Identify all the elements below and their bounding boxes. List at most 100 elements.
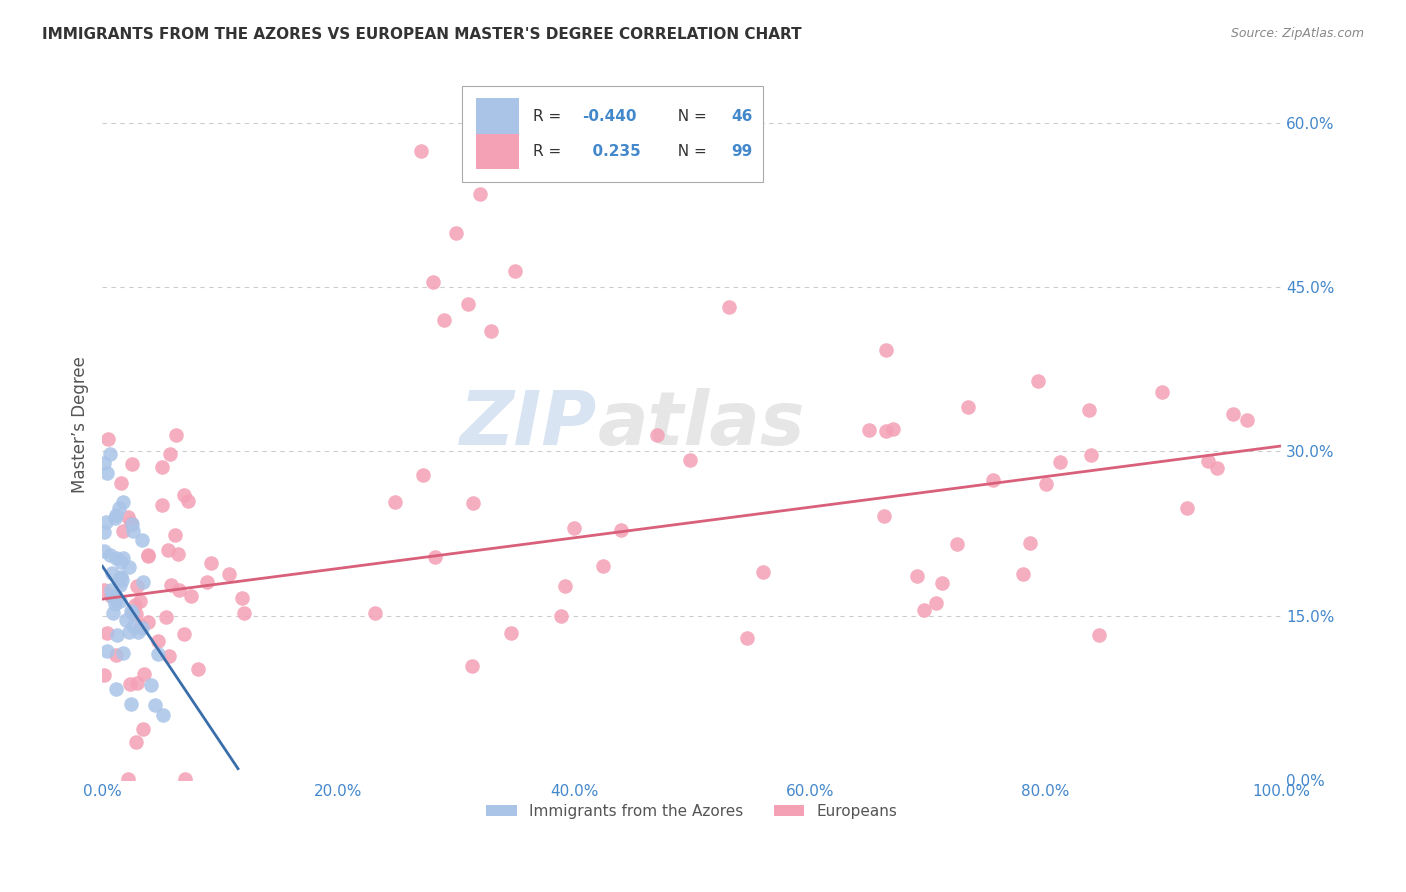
Point [100,583,122,598]
Point [110,475,132,490]
Point [1012,566,1035,581]
Point [195,574,218,589]
Point [155,610,177,624]
Point [118,624,141,639]
Point [173,627,195,641]
Point [873,508,896,523]
Point [645,428,668,442]
Point [1035,477,1057,491]
Point [156,542,179,557]
Point [1078,403,1101,417]
Point [409,144,432,158]
Point [931,575,953,590]
Point [1088,628,1111,642]
Point [108,500,131,515]
Point [115,613,138,627]
Point [1018,536,1040,550]
Point [129,619,152,633]
Text: N =: N = [668,145,711,159]
Point [177,494,200,508]
FancyBboxPatch shape [477,134,519,169]
Point [717,300,740,314]
Point [1236,413,1258,427]
Point [127,579,149,593]
Point [93,582,115,597]
Text: ZIP: ZIP [460,387,598,460]
Point [118,677,141,691]
Text: R =: R = [533,145,565,159]
Point [912,603,935,617]
Point [105,551,128,566]
Point [501,625,523,640]
Point [412,468,434,483]
Point [128,593,150,607]
Point [152,498,174,512]
Point [173,488,195,502]
Point [121,697,143,711]
Point [461,658,484,673]
Point [104,597,127,611]
Point [550,609,572,624]
Point [120,604,142,618]
Point [111,573,134,587]
Point [457,296,479,310]
Point [1175,500,1198,515]
Point [905,569,928,583]
Point [1222,407,1244,421]
Point [945,537,967,551]
FancyBboxPatch shape [477,98,519,134]
Point [93,668,115,682]
Point [108,578,131,592]
Point [93,456,115,470]
Point [93,543,115,558]
Point [101,607,124,621]
Point [173,772,195,786]
Point [159,446,181,460]
Point [1049,455,1071,469]
Point [121,606,143,620]
Point [121,457,143,471]
Point [108,594,131,608]
Point [481,324,503,338]
Point [146,633,169,648]
Point [96,644,118,658]
Point [160,578,183,592]
Point [957,401,980,415]
Point [232,606,254,620]
Point [136,549,159,563]
Point [167,583,190,598]
Point [218,567,240,582]
Text: Source: ZipAtlas.com: Source: ZipAtlas.com [1230,27,1364,40]
Point [363,606,385,620]
Point [180,589,202,603]
Point [125,676,148,690]
Point [1080,448,1102,462]
Point [981,474,1004,488]
Point [96,467,118,481]
Point [111,550,134,565]
FancyBboxPatch shape [463,87,762,182]
Point [1205,460,1227,475]
Legend: Immigrants from the Azores, Europeans: Immigrants from the Azores, Europeans [481,798,904,825]
Point [121,516,143,531]
Point [143,698,166,712]
Point [925,596,948,610]
Text: IMMIGRANTS FROM THE AZORES VS EUROPEAN MASTER'S DEGREE CORRELATION CHART: IMMIGRANTS FROM THE AZORES VS EUROPEAN M… [42,27,801,42]
Point [679,453,702,467]
Point [112,646,135,660]
Point [433,313,456,327]
Point [124,607,146,621]
Point [100,589,122,603]
Point [610,524,633,538]
Point [200,556,222,570]
Point [423,549,446,564]
Point [98,447,121,461]
Point [111,494,134,508]
Point [104,681,127,696]
Text: N =: N = [668,109,711,124]
Point [554,579,576,593]
Point [101,589,124,603]
Point [105,628,128,642]
Point [125,735,148,749]
Point [100,566,122,580]
